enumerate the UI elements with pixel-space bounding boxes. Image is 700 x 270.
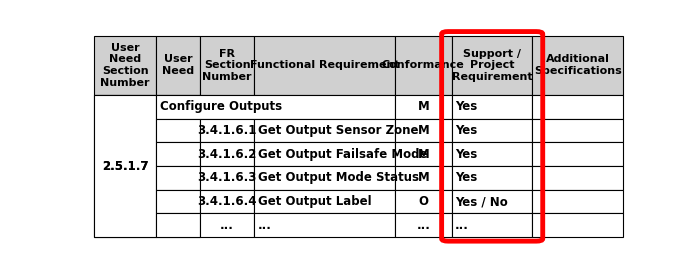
Bar <box>157 214 200 237</box>
Text: Yes: Yes <box>455 124 477 137</box>
Bar <box>157 95 395 119</box>
Text: FR
Section
Number: FR Section Number <box>202 49 252 82</box>
Text: 2.5.1.7: 2.5.1.7 <box>102 160 148 173</box>
Text: Yes: Yes <box>455 100 477 113</box>
Text: Conformance: Conformance <box>382 60 465 70</box>
Bar <box>94 36 157 95</box>
Bar <box>395 190 452 214</box>
Bar <box>533 142 624 166</box>
Text: Get Output Label: Get Output Label <box>258 195 371 208</box>
Bar <box>452 166 533 190</box>
Bar <box>254 214 395 237</box>
Text: M: M <box>417 148 429 161</box>
Bar <box>452 36 533 95</box>
Text: Get Output Sensor Zone: Get Output Sensor Zone <box>258 124 418 137</box>
Text: Get Output Failsafe Mode: Get Output Failsafe Mode <box>258 148 427 161</box>
Bar <box>200 214 254 237</box>
Bar <box>533 119 624 142</box>
Text: ...: ... <box>220 219 234 232</box>
Text: 3.4.1.6.4: 3.4.1.6.4 <box>197 195 257 208</box>
Bar <box>157 119 200 142</box>
Bar <box>157 166 200 190</box>
Text: ...: ... <box>455 219 469 232</box>
Bar <box>254 166 395 190</box>
Bar <box>395 95 452 119</box>
Bar <box>452 142 533 166</box>
Bar <box>533 166 624 190</box>
Bar <box>157 142 200 166</box>
Text: Yes: Yes <box>455 171 477 184</box>
Text: Functional Requirement: Functional Requirement <box>250 60 400 70</box>
Text: 3.4.1.6.2: 3.4.1.6.2 <box>197 148 257 161</box>
Bar <box>94 95 157 237</box>
Bar <box>452 190 533 214</box>
Text: M: M <box>417 124 429 137</box>
Text: M: M <box>417 171 429 184</box>
Bar <box>395 166 452 190</box>
Text: Additional
Specifications: Additional Specifications <box>534 55 622 76</box>
Text: User
Need: User Need <box>162 55 195 76</box>
Text: ...: ... <box>258 219 272 232</box>
Text: Yes / No: Yes / No <box>455 195 508 208</box>
Bar <box>200 119 254 142</box>
Text: Support /
Project
Requirement: Support / Project Requirement <box>452 49 533 82</box>
Bar <box>395 36 452 95</box>
Bar <box>452 214 533 237</box>
Bar <box>533 95 624 119</box>
Bar <box>254 119 395 142</box>
Bar <box>200 142 254 166</box>
Text: M: M <box>417 100 429 113</box>
Bar <box>533 190 624 214</box>
Bar <box>200 190 254 214</box>
Text: Configure Outputs: Configure Outputs <box>160 100 282 113</box>
Bar <box>395 119 452 142</box>
Bar <box>395 142 452 166</box>
Bar <box>157 95 200 237</box>
Text: 3.4.1.6.3: 3.4.1.6.3 <box>197 171 257 184</box>
Bar <box>254 190 395 214</box>
Bar <box>533 214 624 237</box>
Text: ...: ... <box>416 219 430 232</box>
Text: Get Output Mode Status: Get Output Mode Status <box>258 171 419 184</box>
Bar <box>200 166 254 190</box>
Text: 3.4.1.6.1: 3.4.1.6.1 <box>197 124 257 137</box>
Bar <box>395 214 452 237</box>
Bar <box>254 36 395 95</box>
Bar <box>533 36 624 95</box>
Bar <box>200 36 254 95</box>
Bar <box>254 142 395 166</box>
Bar <box>157 36 200 95</box>
Text: Yes: Yes <box>455 148 477 161</box>
Text: O: O <box>419 195 428 208</box>
Bar <box>452 95 533 119</box>
Bar <box>94 95 157 237</box>
Text: 2.5.1.7: 2.5.1.7 <box>102 160 148 173</box>
Text: User
Need
Section
Number: User Need Section Number <box>101 43 150 88</box>
Bar <box>452 119 533 142</box>
Bar <box>157 190 200 214</box>
